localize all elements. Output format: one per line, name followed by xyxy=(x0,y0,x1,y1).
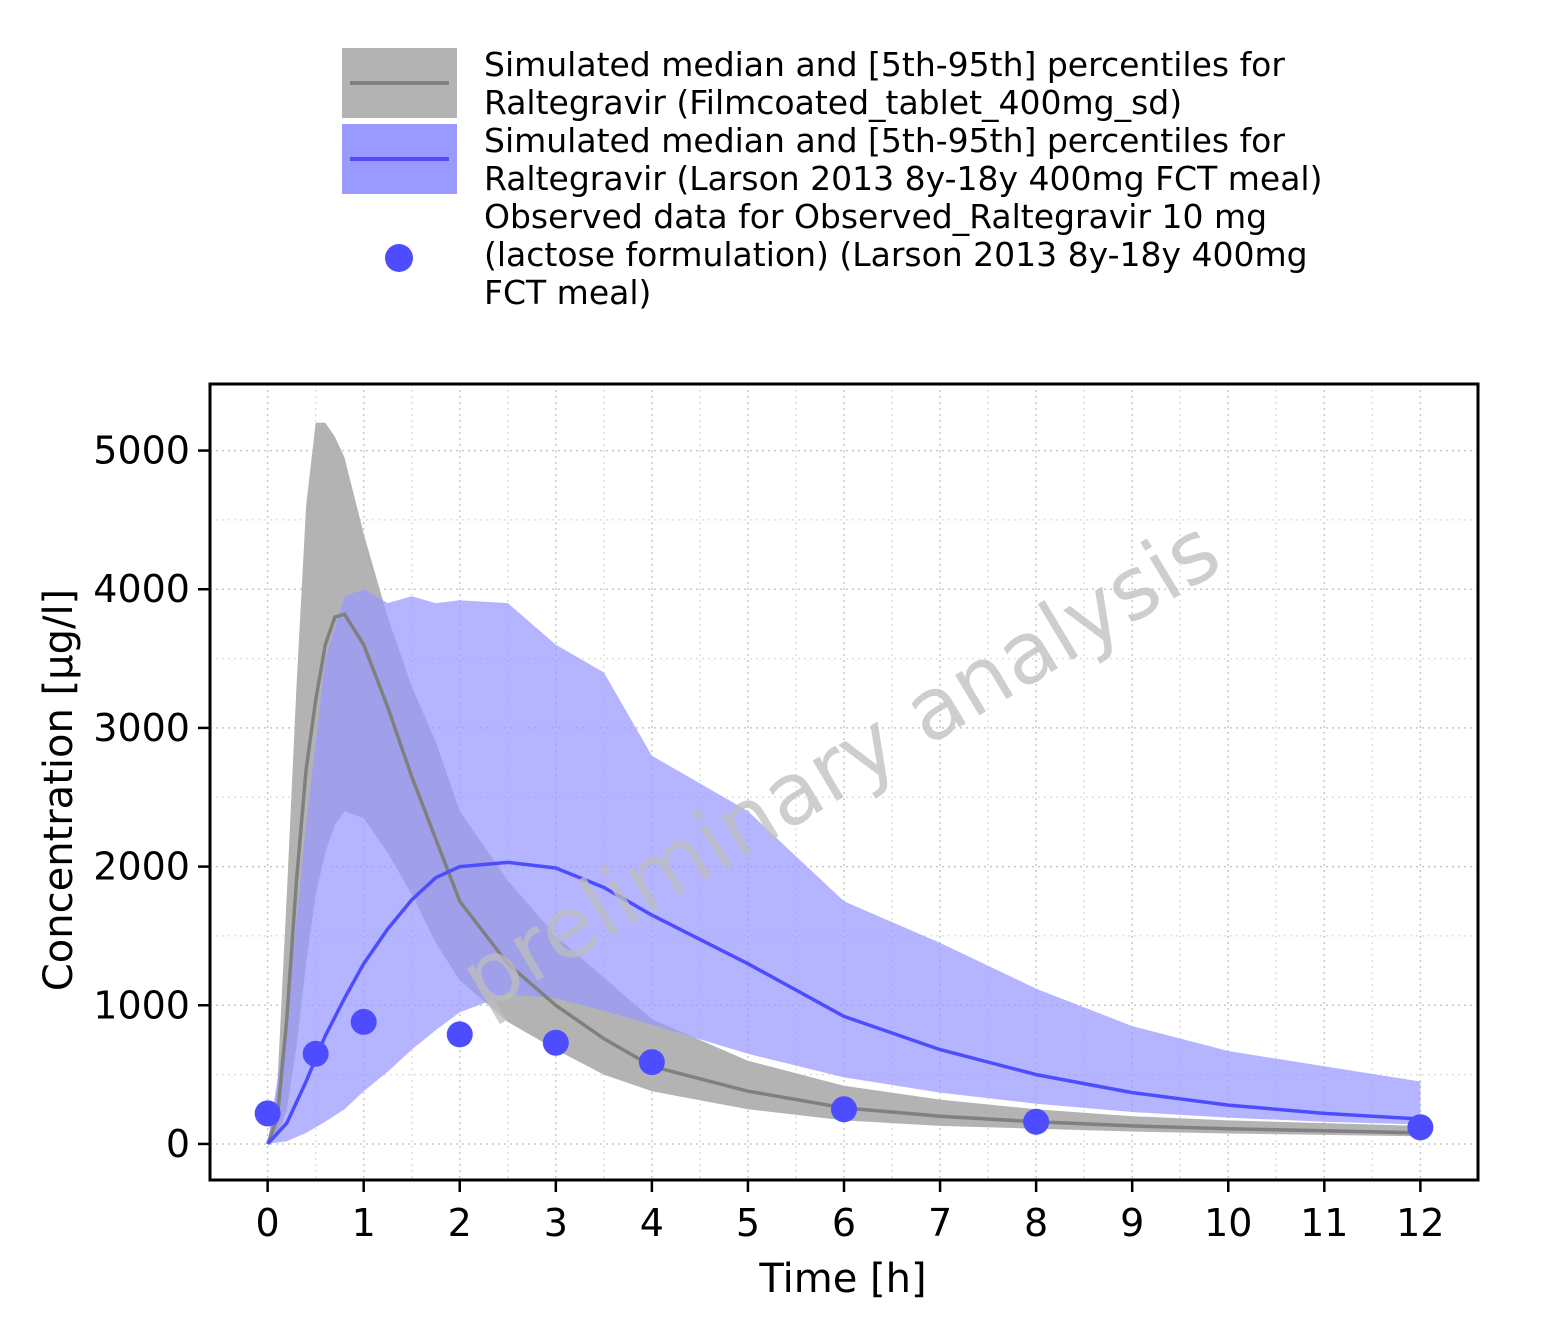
legend-item-observed: Observed data for Observed_Raltegravir 1… xyxy=(385,197,1308,312)
percentile-band-pediatric xyxy=(267,589,1421,1144)
legend-label-adult-line1: Simulated median and [5th-95th] percenti… xyxy=(484,45,1285,84)
legend-label-adult-line2: Raltegravir (Filmcoated_tablet_400mg_sd) xyxy=(484,83,1182,122)
x-tick-label: 3 xyxy=(544,1201,568,1245)
x-tick-label: 10 xyxy=(1204,1201,1252,1245)
median-lines xyxy=(265,612,1421,1146)
x-axis-title: Time [h] xyxy=(758,1256,926,1302)
x-tick-label: 0 xyxy=(256,1201,280,1245)
observed-point xyxy=(542,1029,569,1056)
y-tick-label: 3000 xyxy=(93,706,190,750)
x-axis: 0 1 2 3 4 5 6 7 8 9 10 11 12 xyxy=(256,1180,1445,1245)
observed-point xyxy=(302,1040,329,1067)
x-tick-label: 7 xyxy=(928,1201,952,1245)
x-tick-label: 1 xyxy=(352,1201,376,1245)
y-tick-label: 0 xyxy=(166,1122,190,1166)
x-tick-label: 5 xyxy=(736,1201,760,1245)
legend: Simulated median and [5th-95th] percenti… xyxy=(342,45,1322,312)
y-axis: 0 1000 2000 3000 4000 5000 xyxy=(93,429,210,1166)
plot-area: preliminary analysis 0 1 2 3 4 5 6 7 8 9 10 11 12 01… xyxy=(93,382,1480,1245)
legend-label-pediatric-line1: Simulated median and [5th-95th] percenti… xyxy=(484,121,1285,160)
legend-label-observed-line2: (lactose formulation) (Larson 2013 8y-18… xyxy=(484,235,1308,274)
x-tick-label: 11 xyxy=(1300,1201,1348,1245)
observed-point xyxy=(350,1008,377,1035)
median-line-adult xyxy=(265,612,1421,1145)
x-tick-label: 2 xyxy=(448,1201,472,1245)
legend-label-observed-line1: Observed data for Observed_Raltegravir 1… xyxy=(484,197,1267,236)
x-tick-label: 9 xyxy=(1120,1201,1144,1245)
x-tick-label: 6 xyxy=(832,1201,856,1245)
observed-point xyxy=(1407,1114,1434,1141)
observed-point xyxy=(254,1100,281,1127)
median-line-pediatric xyxy=(266,860,1421,1146)
observed-point xyxy=(638,1049,665,1076)
observed-point xyxy=(831,1096,857,1123)
x-tick-label: 12 xyxy=(1396,1201,1444,1245)
y-tick-label: 2000 xyxy=(93,845,190,889)
legend-label-pediatric-line2: Raltegravir (Larson 2013 8y-18y 400mg FC… xyxy=(484,159,1322,198)
observed-point xyxy=(1023,1108,1050,1135)
legend-item-simulated-pediatric: Simulated median and [5th-95th] percenti… xyxy=(342,121,1322,198)
y-axis-title: Concentration [µg/l] xyxy=(36,589,82,991)
x-tick-label: 8 xyxy=(1024,1201,1048,1245)
y-tick-label: 4000 xyxy=(93,567,190,611)
y-tick-label: 1000 xyxy=(93,983,190,1027)
legend-item-simulated-adult: Simulated median and [5th-95th] percenti… xyxy=(342,45,1285,122)
bands xyxy=(267,422,1421,1144)
y-tick-label: 5000 xyxy=(93,429,190,473)
x-tick-label: 4 xyxy=(640,1201,664,1245)
observed-point xyxy=(446,1021,473,1048)
observed-points xyxy=(254,1008,1434,1141)
legend-key-point-observed xyxy=(385,244,413,272)
legend-label-observed-line3: FCT meal) xyxy=(484,273,651,312)
